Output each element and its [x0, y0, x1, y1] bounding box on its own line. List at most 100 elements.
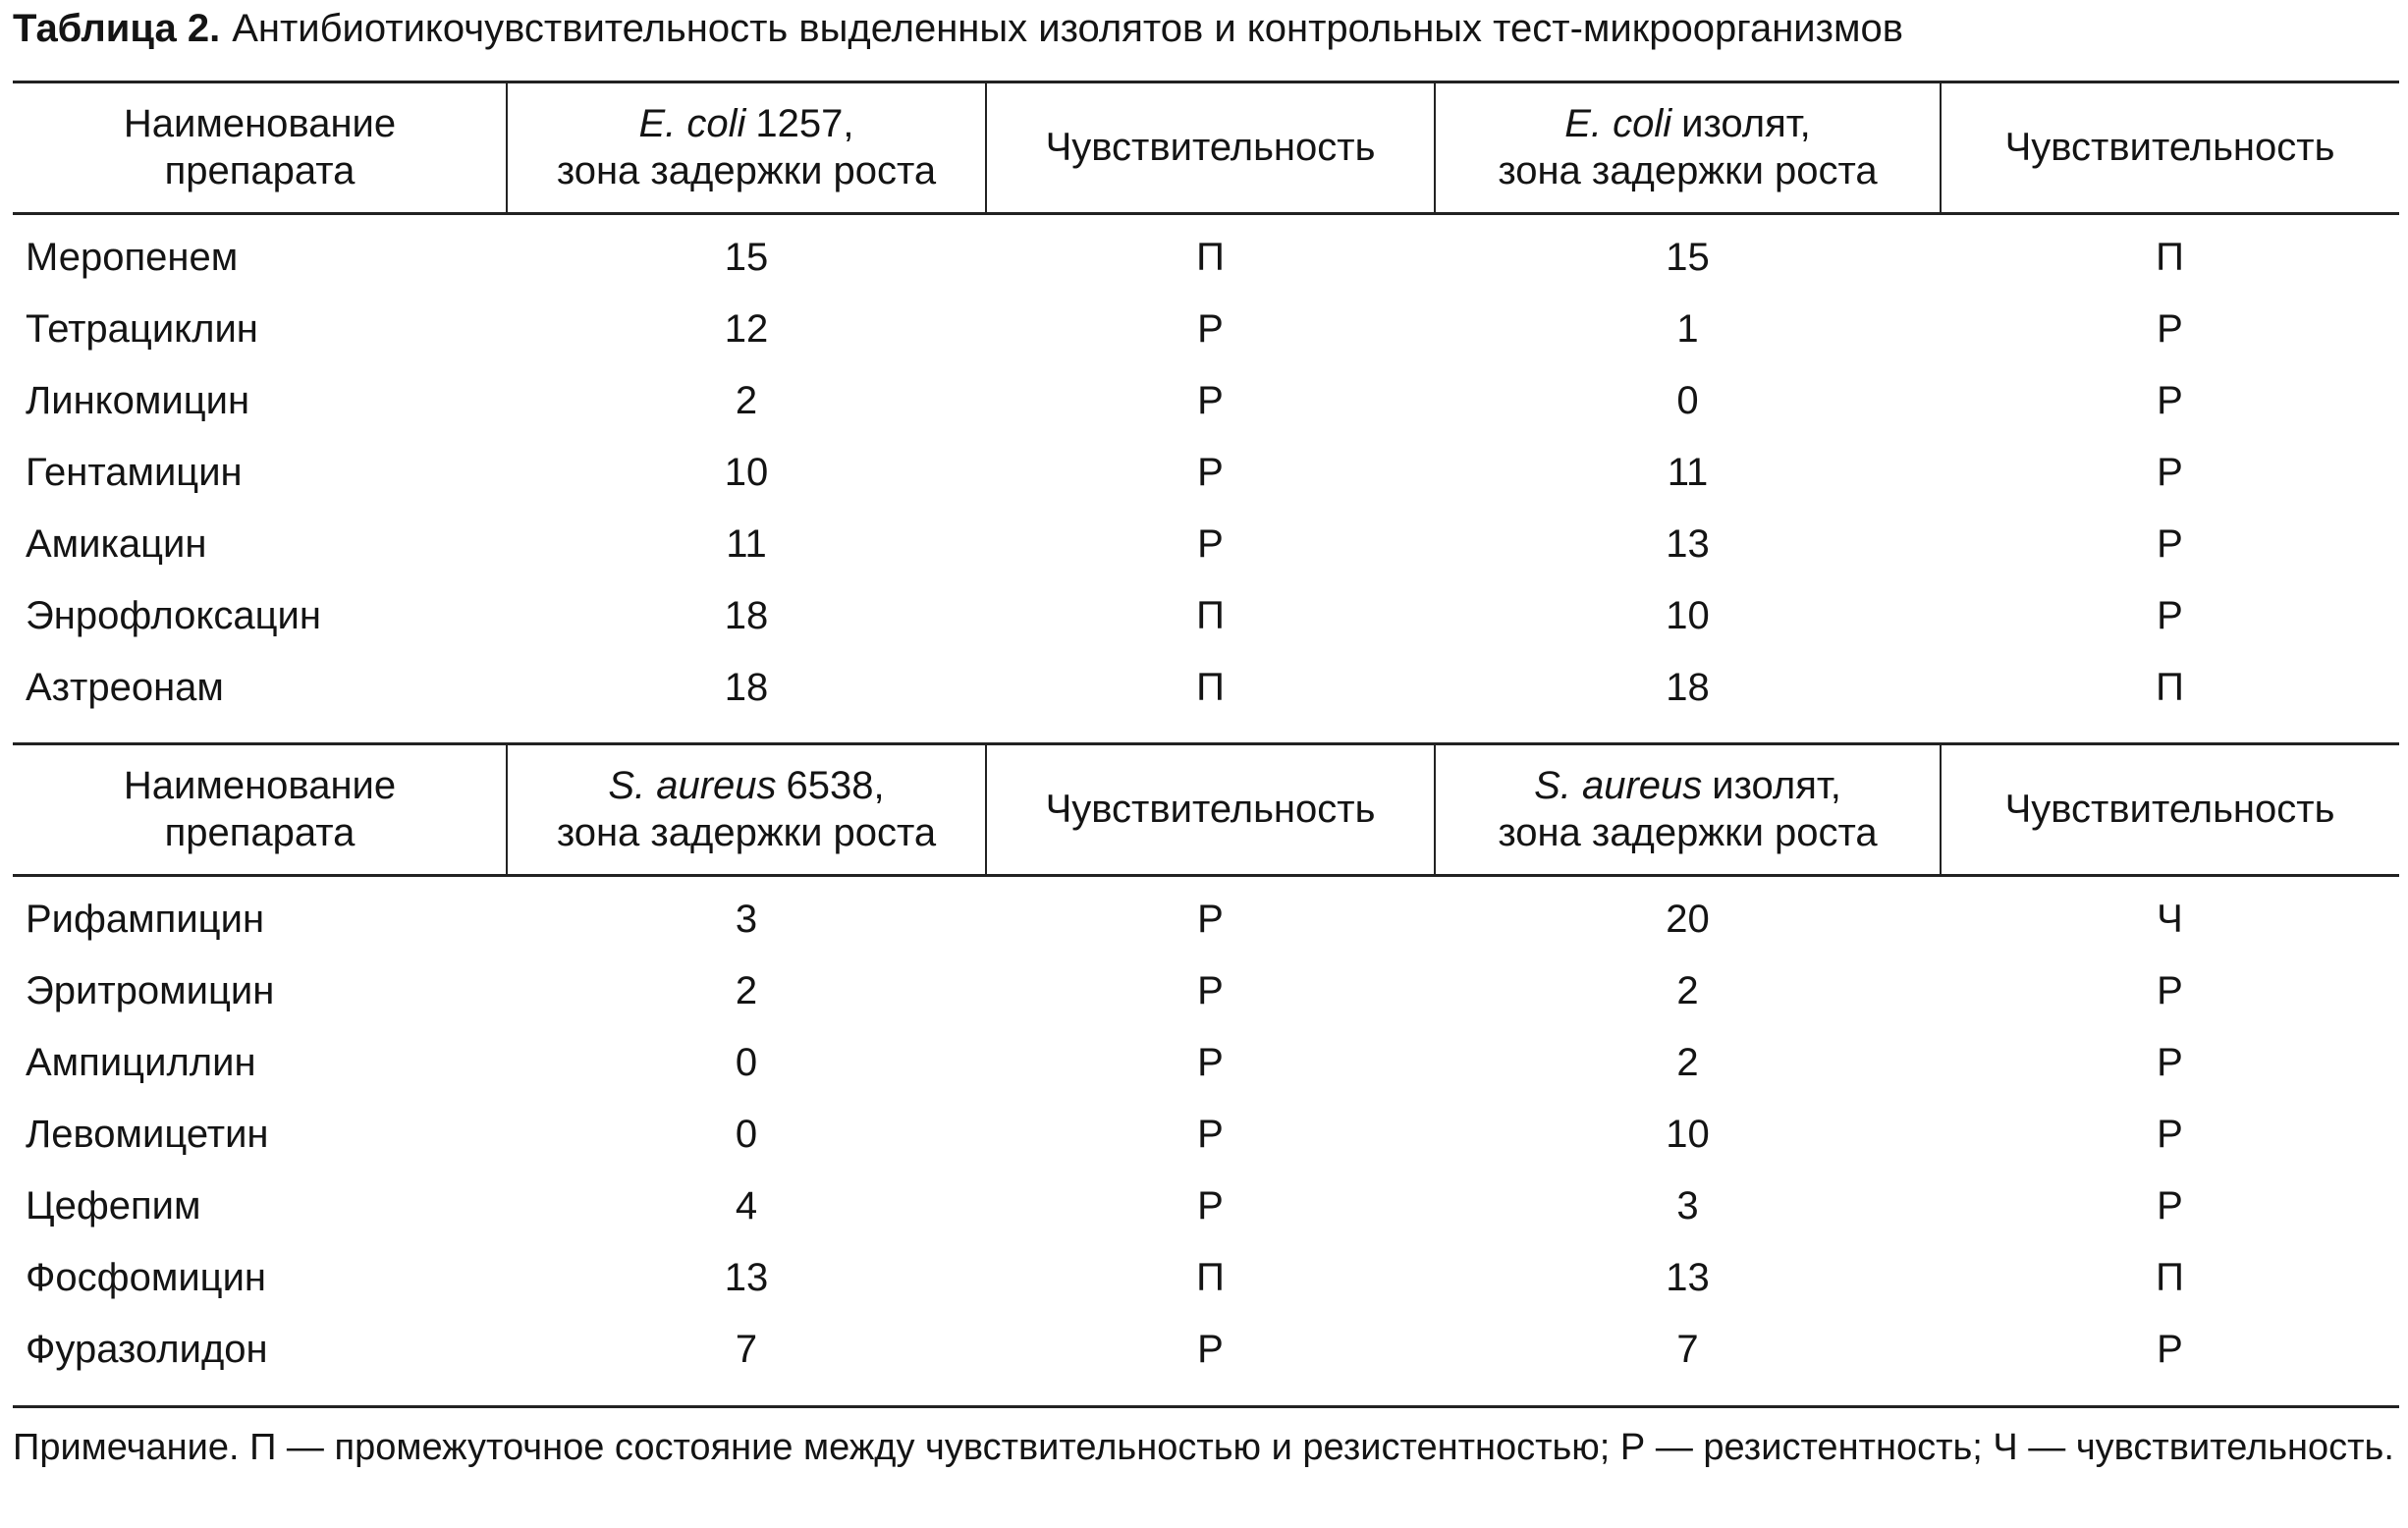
table-cell: П — [1196, 236, 1225, 279]
table-cell: 0 — [735, 1113, 758, 1156]
table-cell: Р — [2157, 451, 2183, 494]
header-cell: S. aureus изолят, зона задержки роста — [1435, 744, 1941, 874]
column-divider — [1940, 742, 1942, 874]
table-cell: 1 — [1676, 307, 1699, 351]
caption: Таблица 2. Антибиотикочувствительность вы… — [13, 6, 1903, 51]
table-cell: Р — [1197, 898, 1224, 941]
table-cell: 13 — [724, 1256, 769, 1299]
table-cell: 4 — [735, 1184, 758, 1228]
drug-name: Ампициллин — [26, 1041, 256, 1084]
header-cell: Чувствительность — [986, 744, 1435, 874]
rule — [13, 81, 2399, 83]
header-line: зона задержки роста — [1498, 811, 1878, 854]
table-cell: Р — [1197, 379, 1224, 422]
header-line: Наименование — [123, 764, 397, 807]
organism-name: S. aureus — [608, 764, 777, 807]
table-cell: 2 — [735, 969, 758, 1012]
table-cell: 7 — [735, 1328, 758, 1371]
drug-name: Рифампицин — [26, 898, 265, 941]
table-cell: Р — [2157, 1184, 2183, 1228]
table-cell: Р — [1197, 307, 1224, 351]
drug-name: Цефепим — [26, 1184, 201, 1228]
header-line: зона задержки роста — [1498, 149, 1878, 192]
table-cell: 3 — [1676, 1184, 1699, 1228]
header-text: изолят, — [1681, 102, 1811, 145]
column-divider — [1434, 81, 1436, 212]
table-cell: 20 — [1666, 898, 1710, 941]
header-line: препарата — [164, 149, 356, 192]
drug-name: Азтреонам — [26, 666, 224, 709]
table-cell: 0 — [1676, 379, 1699, 422]
table-cell: 10 — [1666, 594, 1710, 637]
header-line: препарата — [164, 811, 356, 854]
table-cell: 10 — [724, 451, 769, 494]
header-cell: E. coli изолят, зона задержки роста — [1435, 82, 1941, 212]
column-divider — [1434, 742, 1436, 874]
header-line: Наименование — [123, 102, 397, 145]
table-cell: 15 — [724, 236, 769, 279]
header-line: Чувствительность — [2004, 126, 2335, 169]
organism-name: S. aureus — [1534, 764, 1703, 807]
table-cell: Р — [2157, 379, 2183, 422]
drug-name: Тетрациклин — [26, 307, 258, 351]
drug-name: Амикацин — [26, 522, 207, 566]
table-cell: 18 — [724, 666, 769, 709]
table-cell: 0 — [735, 1041, 758, 1084]
table-cell: 12 — [724, 307, 769, 351]
table-cell: Р — [2157, 969, 2183, 1012]
header-cell: Чувствительность — [986, 82, 1435, 212]
organism-name: E. coli — [1564, 102, 1672, 145]
table-cell: 15 — [1666, 236, 1710, 279]
table-cell: 2 — [1676, 969, 1699, 1012]
header-cell: S. aureus 6538, зона задержки роста — [507, 744, 986, 874]
header-line: зона задержки роста — [556, 811, 937, 854]
drug-name: Левомицетин — [26, 1113, 269, 1156]
table-cell: Р — [1197, 522, 1224, 566]
table-cell: Р — [1197, 969, 1224, 1012]
header-line: S. aureus изолят, — [1534, 762, 1841, 809]
column-divider — [506, 81, 508, 212]
drug-name: Линкомицин — [26, 379, 250, 422]
table-cell: 2 — [1676, 1041, 1699, 1084]
table-cell: Р — [2157, 307, 2183, 351]
table-cell: 18 — [1666, 666, 1710, 709]
table-cell: 3 — [735, 898, 758, 941]
header-text: изолят, — [1712, 764, 1841, 807]
table-cell: П — [1196, 594, 1225, 637]
table-cell: 10 — [1666, 1113, 1710, 1156]
caption-label: Таблица 2. — [13, 7, 221, 50]
drug-name: Гентамицин — [26, 451, 243, 494]
table-cell: 13 — [1666, 1256, 1710, 1299]
drug-name: Меропенем — [26, 236, 239, 279]
header-cell: E. coli 1257, зона задержки роста — [507, 82, 986, 212]
table-cell: П — [1196, 1256, 1225, 1299]
table-cell: Р — [1197, 451, 1224, 494]
table-cell: П — [2156, 666, 2184, 709]
header-cell: Наименование препарата — [13, 744, 507, 874]
header-cell: Наименование препарата — [13, 82, 507, 212]
column-divider — [985, 742, 987, 874]
table-cell: Р — [2157, 522, 2183, 566]
table-cell: Р — [1197, 1328, 1224, 1371]
table-cell: Р — [2157, 1041, 2183, 1084]
table-cell: 13 — [1666, 522, 1710, 566]
column-divider — [985, 81, 987, 212]
caption-text: Антибиотикочувствительность выделенных и… — [232, 7, 1903, 50]
table-cell: Р — [2157, 1328, 2183, 1371]
table-cell: Р — [1197, 1041, 1224, 1084]
header-line: E. coli изолят, — [1564, 100, 1811, 147]
header-cell: Чувствительность — [1941, 744, 2399, 874]
header-line: Чувствительность — [1045, 788, 1376, 831]
header-text: 6538, — [786, 764, 885, 807]
table-cell: П — [1196, 666, 1225, 709]
header-line: зона задержки роста — [556, 149, 937, 192]
rule — [13, 212, 2399, 215]
rule — [13, 1405, 2399, 1408]
table-cell: Р — [2157, 594, 2183, 637]
rule — [13, 874, 2399, 877]
rule — [13, 742, 2399, 745]
drug-name: Фуразолидон — [26, 1328, 268, 1371]
table-cell: 18 — [724, 594, 769, 637]
header-line: Чувствительность — [1045, 126, 1376, 169]
